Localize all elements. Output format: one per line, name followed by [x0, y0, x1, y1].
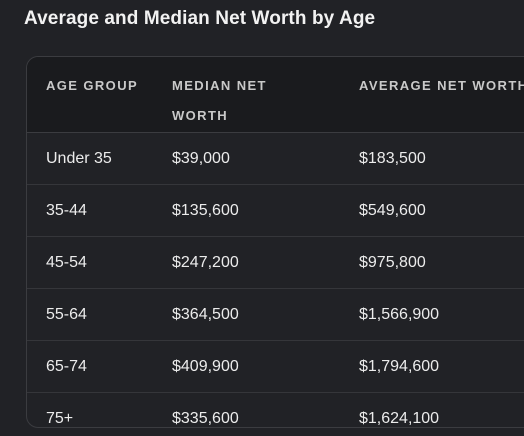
table-row: 45-54 $247,200 $975,800 [27, 237, 524, 289]
cell-average: $1,794,600 [359, 358, 440, 375]
table-row: Under 35 $39,000 $183,500 [27, 133, 524, 185]
cell-age-group: 45-54 [46, 254, 87, 271]
table-header: AGE GROUP MEDIAN NET WORTH AVERAGE NET W… [27, 57, 524, 133]
table-row: 75+ $335,600 $1,624,100 [27, 393, 524, 427]
header-age-group: AGE GROUP [46, 78, 139, 93]
table-row: 55-64 $364,500 $1,566,900 [27, 289, 524, 341]
header-average-net-worth: AVERAGE NET WORTH [359, 78, 524, 93]
cell-age-group: 65-74 [46, 358, 87, 375]
cell-average: $549,600 [359, 202, 426, 219]
cell-median: $409,900 [172, 358, 239, 375]
cell-average: $1,566,900 [359, 306, 440, 323]
net-worth-table: AGE GROUP MEDIAN NET WORTH AVERAGE NET W… [26, 56, 524, 428]
cell-age-group: 35-44 [46, 202, 87, 219]
cell-average: $183,500 [359, 150, 426, 167]
page-title: Average and Median Net Worth by Age [24, 8, 376, 29]
cell-median: $39,000 [172, 150, 230, 167]
cell-median: $335,600 [172, 410, 239, 427]
cell-average: $1,624,100 [359, 410, 440, 427]
header-median-net-worth: MEDIAN NET WORTH [172, 78, 267, 123]
table-row: 35-44 $135,600 $549,600 [27, 185, 524, 237]
table-row: 65-74 $409,900 $1,794,600 [27, 341, 524, 393]
cell-median: $247,200 [172, 254, 239, 271]
cell-age-group: Under 35 [46, 150, 112, 167]
cell-median: $364,500 [172, 306, 239, 323]
table-body: Under 35 $39,000 $183,500 35-44 $135,600… [27, 133, 524, 427]
cell-average: $975,800 [359, 254, 426, 271]
cell-age-group: 55-64 [46, 306, 87, 323]
cell-age-group: 75+ [46, 410, 74, 427]
cell-median: $135,600 [172, 202, 239, 219]
